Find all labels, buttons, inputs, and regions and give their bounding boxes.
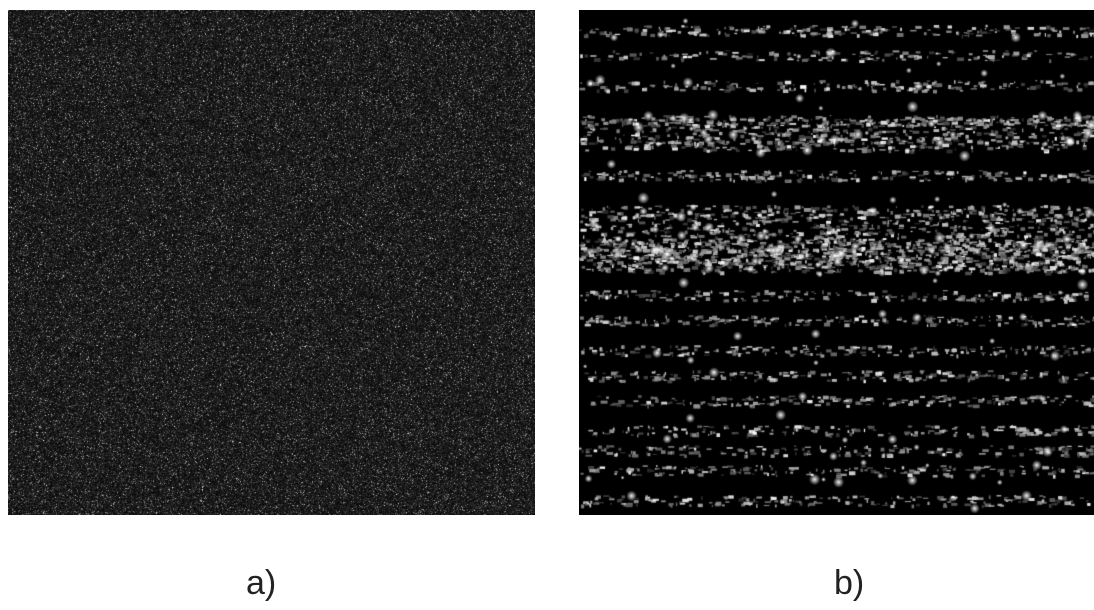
speckle-image-b	[579, 10, 1094, 515]
speckle-texture-b	[579, 10, 1094, 515]
speckle-image-a	[8, 10, 535, 515]
caption-a: a)	[246, 564, 277, 602]
speckle-texture-a	[8, 10, 535, 515]
caption-b: b)	[834, 564, 865, 602]
